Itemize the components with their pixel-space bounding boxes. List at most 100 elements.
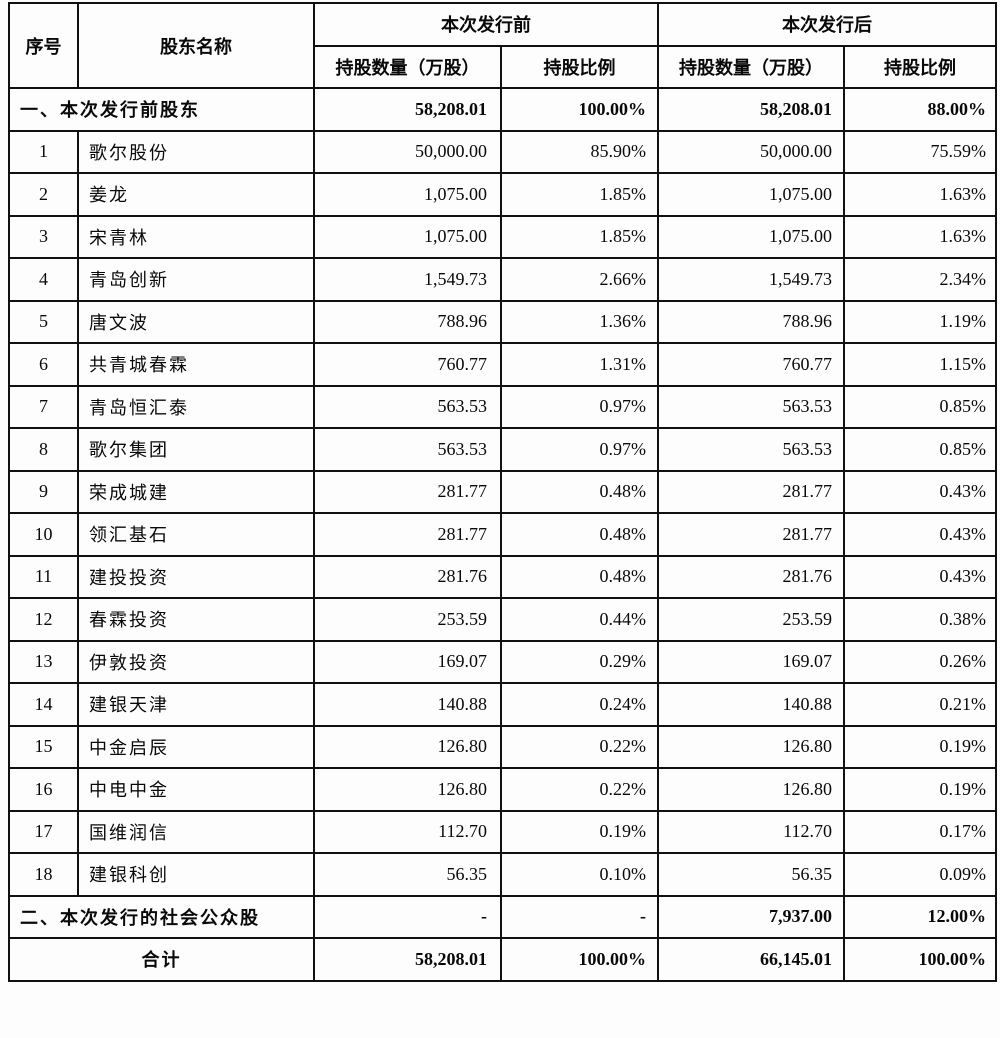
before-qty: 760.77 — [313, 342, 502, 387]
before-ratio: 1.85% — [500, 172, 659, 217]
header-after-issue-group: 本次发行后 — [657, 2, 997, 47]
after-qty: 253.59 — [657, 597, 845, 642]
before-ratio: 0.10% — [500, 852, 659, 897]
header-before-ratio: 持股比例 — [500, 44, 659, 89]
before-ratio: 0.44% — [500, 597, 659, 642]
table-row: 4 青岛创新 1,549.73 2.66% 1,549.73 2.34% — [8, 257, 997, 302]
section-before-ratio: 100.00% — [500, 87, 659, 132]
after-ratio: 0.19% — [843, 767, 997, 812]
after-ratio: 0.17% — [843, 809, 997, 854]
table-row: 18 建银科创 56.35 0.10% 56.35 0.09% — [8, 852, 997, 897]
header-after-ratio: 持股比例 — [843, 44, 997, 89]
header-group-row: 序号 股东名称 本次发行前 本次发行后 — [8, 2, 997, 89]
table-row: 8 歌尔集团 563.53 0.97% 563.53 0.85% — [8, 427, 997, 472]
before-qty: 281.76 — [313, 554, 502, 599]
before-ratio: 85.90% — [500, 129, 659, 174]
shareholder-name: 姜龙 — [77, 172, 315, 217]
section-after-qty: 7,937.00 — [657, 894, 845, 939]
before-ratio: 0.22% — [500, 767, 659, 812]
row-index: 4 — [8, 257, 79, 302]
row-index: 15 — [8, 724, 79, 769]
before-ratio: 1.36% — [500, 299, 659, 344]
table-body: 一、本次发行前股东 58,208.01 100.00% 58,208.01 88… — [8, 87, 997, 982]
table-row: 3 宋青林 1,075.00 1.85% 1,075.00 1.63% — [8, 214, 997, 259]
after-ratio: 75.59% — [843, 129, 997, 174]
header-before-issue-group: 本次发行前 — [313, 2, 659, 47]
section-after-ratio: 12.00% — [843, 894, 997, 939]
before-ratio: 1.85% — [500, 214, 659, 259]
section-label: 一、本次发行前股东 — [8, 87, 315, 132]
header-before-qty: 持股数量（万股） — [313, 44, 502, 89]
shareholder-name: 领汇基石 — [77, 512, 315, 557]
before-qty: 1,075.00 — [313, 214, 502, 259]
before-qty: 50,000.00 — [313, 129, 502, 174]
shareholder-name: 中金启辰 — [77, 724, 315, 769]
before-qty: 126.80 — [313, 767, 502, 812]
after-ratio: 1.63% — [843, 214, 997, 259]
after-qty: 140.88 — [657, 682, 845, 727]
shareholder-name: 中电中金 — [77, 767, 315, 812]
before-ratio: 1.31% — [500, 342, 659, 387]
before-qty: 253.59 — [313, 597, 502, 642]
table-row: 14 建银天津 140.88 0.24% 140.88 0.21% — [8, 682, 997, 727]
total-before-ratio: 100.00% — [500, 937, 659, 982]
section-before-qty: 58,208.01 — [313, 87, 502, 132]
row-index: 11 — [8, 554, 79, 599]
row-index: 14 — [8, 682, 79, 727]
header-index: 序号 — [8, 2, 79, 89]
after-ratio: 0.09% — [843, 852, 997, 897]
table-row: 11 建投投资 281.76 0.48% 281.76 0.43% — [8, 554, 997, 599]
row-index: 17 — [8, 809, 79, 854]
after-ratio: 1.63% — [843, 172, 997, 217]
table-row: 2 姜龙 1,075.00 1.85% 1,075.00 1.63% — [8, 172, 997, 217]
after-qty: 760.77 — [657, 342, 845, 387]
table-row: 7 青岛恒汇泰 563.53 0.97% 563.53 0.85% — [8, 384, 997, 429]
before-ratio: 0.48% — [500, 469, 659, 514]
shareholder-name: 青岛恒汇泰 — [77, 384, 315, 429]
after-qty: 281.77 — [657, 469, 845, 514]
after-qty: 56.35 — [657, 852, 845, 897]
after-qty: 169.07 — [657, 639, 845, 684]
table-row: 5 唐文波 788.96 1.36% 788.96 1.19% — [8, 299, 997, 344]
after-ratio: 2.34% — [843, 257, 997, 302]
after-ratio: 0.85% — [843, 384, 997, 429]
before-ratio: 0.48% — [500, 554, 659, 599]
before-qty: 140.88 — [313, 682, 502, 727]
table-row: 1 歌尔股份 50,000.00 85.90% 50,000.00 75.59% — [8, 129, 997, 174]
before-ratio: 0.97% — [500, 427, 659, 472]
table-row: 10 领汇基石 281.77 0.48% 281.77 0.43% — [8, 512, 997, 557]
shareholder-name: 青岛创新 — [77, 257, 315, 302]
shareholder-name: 荣成城建 — [77, 469, 315, 514]
after-qty: 126.80 — [657, 724, 845, 769]
header-sub-row: 持股数量（万股） 持股比例 持股数量（万股） 持股比例 — [9, 44, 997, 89]
before-qty: 281.77 — [313, 469, 502, 514]
row-index: 16 — [8, 767, 79, 812]
table-row: 13 伊敦投资 169.07 0.29% 169.07 0.26% — [8, 639, 997, 684]
after-ratio: 1.15% — [843, 342, 997, 387]
before-qty: 788.96 — [313, 299, 502, 344]
total-row: 合计 58,208.01 100.00% 66,145.01 100.00% — [8, 937, 997, 982]
public-section-row: 二、本次发行的社会公众股 - - 7,937.00 12.00% — [8, 894, 997, 939]
table-row: 9 荣成城建 281.77 0.48% 281.77 0.43% — [8, 469, 997, 514]
after-ratio: 0.26% — [843, 639, 997, 684]
shareholder-name: 歌尔股份 — [77, 129, 315, 174]
after-qty: 50,000.00 — [657, 129, 845, 174]
before-qty: 56.35 — [313, 852, 502, 897]
row-index: 2 — [8, 172, 79, 217]
after-qty: 281.76 — [657, 554, 845, 599]
table-row: 6 共青城春霖 760.77 1.31% 760.77 1.15% — [8, 342, 997, 387]
before-qty: 169.07 — [313, 639, 502, 684]
after-ratio: 1.19% — [843, 299, 997, 344]
table-row: 15 中金启辰 126.80 0.22% 126.80 0.19% — [8, 724, 997, 769]
before-ratio: 0.48% — [500, 512, 659, 557]
after-qty: 1,075.00 — [657, 214, 845, 259]
before-ratio: 0.97% — [500, 384, 659, 429]
table-row: 17 国维润信 112.70 0.19% 112.70 0.17% — [8, 809, 997, 854]
before-ratio: 2.66% — [500, 257, 659, 302]
row-index: 8 — [8, 427, 79, 472]
row-index: 12 — [8, 597, 79, 642]
after-qty: 112.70 — [657, 809, 845, 854]
shareholder-name: 歌尔集团 — [77, 427, 315, 472]
shareholder-name: 共青城春霖 — [77, 342, 315, 387]
table-row: 12 春霖投资 253.59 0.44% 253.59 0.38% — [8, 597, 997, 642]
